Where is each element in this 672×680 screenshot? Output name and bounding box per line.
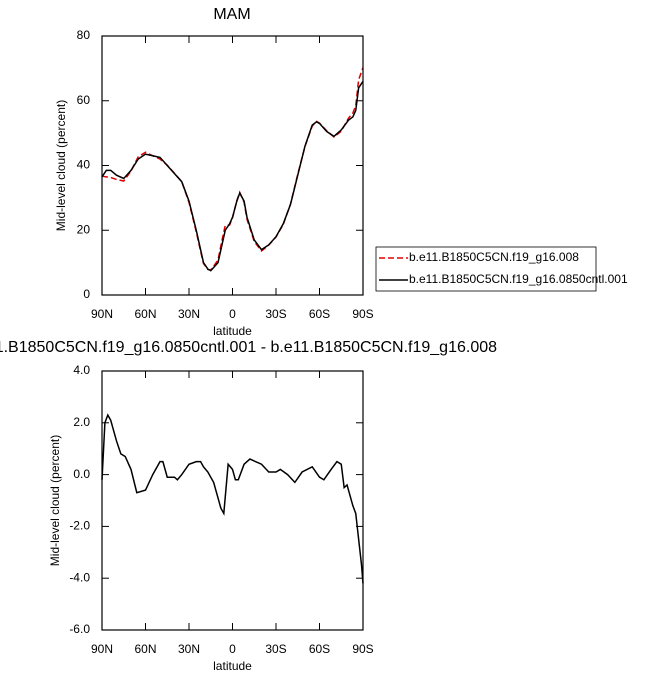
x-tick-label: 90S (352, 307, 373, 321)
x-tick-label: 30N (178, 307, 200, 321)
y-tick-label: 60 (77, 93, 91, 107)
x-tick-label: 90N (91, 642, 113, 656)
y-tick-label: 0 (83, 287, 90, 301)
y-tick-label: 4.0 (73, 363, 90, 377)
x-tick-label: 60N (134, 307, 156, 321)
y-tick-label: 0.0 (73, 467, 90, 481)
legend-label: b.e11.B1850C5CN.f19_g16.0850cntl.001 (409, 272, 628, 286)
y-tick-label: 20 (77, 222, 91, 236)
x-tick-label: 30S (265, 642, 286, 656)
x-axis-label: latitude (213, 324, 252, 338)
x-tick-label: 60S (309, 307, 330, 321)
plot-frame (101, 35, 364, 296)
y-tick-label: -6.0 (69, 622, 90, 636)
chart-title: 11.B1850C5CN.f19_g16.0850cntl.001 - b.e1… (0, 339, 497, 356)
data-line (101, 80, 364, 272)
y-tick-label: -2.0 (69, 519, 90, 533)
x-tick-label: 0 (229, 642, 236, 656)
legend-label: b.e11.B1850C5CN.f19_g16.008 (409, 250, 579, 264)
data-line (101, 67, 364, 271)
x-axis-label: latitude (213, 659, 252, 673)
x-tick-label: 60S (309, 642, 330, 656)
y-axis-label: Mid-level cloud (percent) (54, 100, 68, 231)
chart-title: MAM (213, 6, 250, 23)
data-line (101, 413, 364, 584)
y-tick-label: 40 (77, 158, 91, 172)
x-tick-label: 30S (265, 307, 286, 321)
x-tick-label: 30N (178, 642, 200, 656)
x-tick-label: 60N (134, 642, 156, 656)
y-tick-label: 80 (77, 28, 91, 42)
x-tick-label: 90N (91, 307, 113, 321)
y-tick-label: -4.0 (69, 570, 90, 584)
plot-frame (101, 370, 364, 631)
x-tick-label: 0 (229, 307, 236, 321)
x-tick-label: 90S (352, 642, 373, 656)
y-tick-label: 2.0 (73, 415, 90, 429)
y-axis-label: Mid-level cloud (percent) (48, 435, 62, 566)
legend-box (375, 246, 597, 292)
